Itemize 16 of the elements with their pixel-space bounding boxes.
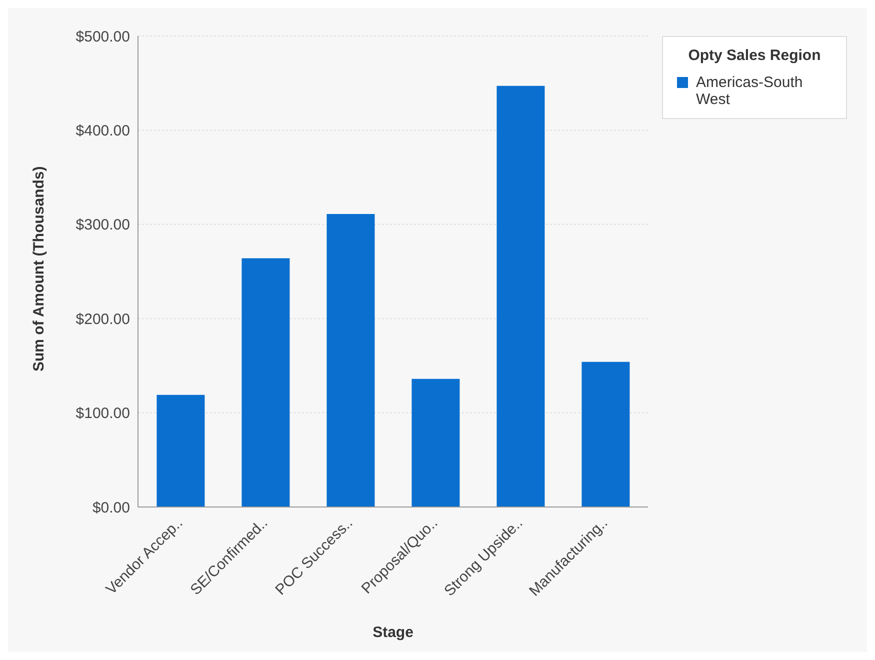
- bar: [496, 86, 545, 507]
- y-tick-label: $400.00: [76, 122, 130, 140]
- y-tick-label: $500.00: [76, 28, 130, 46]
- bar: [582, 362, 630, 507]
- y-tick-label: $0.00: [92, 499, 130, 516]
- bar: [242, 258, 290, 507]
- y-axis-title: Sum of Amount (Thousands): [30, 166, 48, 372]
- x-axis-title: Stage: [372, 624, 414, 641]
- bar: [156, 394, 205, 507]
- bar: [412, 378, 460, 507]
- y-tick-label: $200.00: [76, 310, 130, 328]
- y-tick-label: $300.00: [76, 216, 130, 234]
- y-tick-label: $100.00: [76, 405, 130, 422]
- legend-title: Opty Sales Region: [687, 47, 822, 64]
- legend-label: Americas-South West: [696, 74, 804, 108]
- bar: [326, 214, 375, 507]
